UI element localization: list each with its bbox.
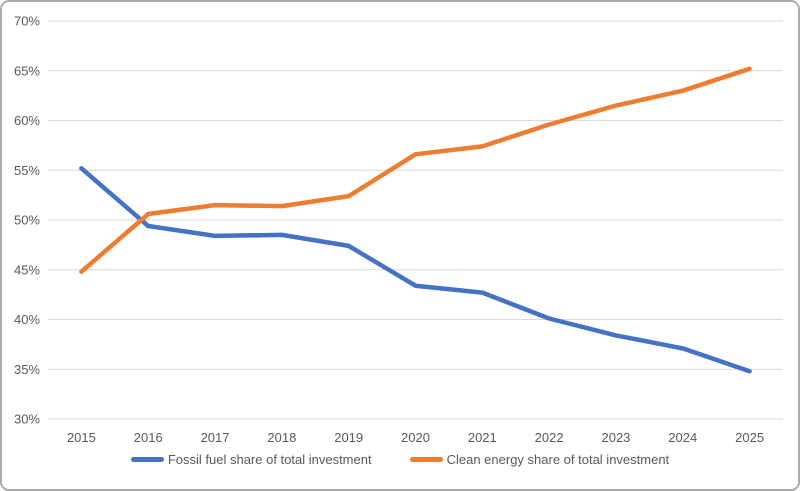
y-axis-label: 60% bbox=[14, 113, 40, 128]
y-axis-label: 55% bbox=[14, 163, 40, 178]
legend: Fossil fuel share of total investment Cl… bbox=[2, 452, 798, 467]
x-axis-label: 2020 bbox=[401, 430, 430, 445]
y-axis-label: 50% bbox=[14, 213, 40, 228]
x-axis-label: 2018 bbox=[267, 430, 296, 445]
line-chart-plot-area: 30% 35% 40% 45% 50% 55% 60% 65% 70% 2015 2016 2017 2… bbox=[14, 14, 783, 445]
series-line-fossil-fuel[interactable] bbox=[79, 166, 752, 374]
x-axis-label: 2024 bbox=[668, 430, 697, 445]
x-axis-label: 2017 bbox=[201, 430, 230, 445]
y-axis-label: 30% bbox=[14, 412, 40, 427]
legend-marker-fossil-fuel-icon bbox=[130, 457, 164, 462]
legend-label-clean-energy: Clean energy share of total investment bbox=[446, 452, 670, 467]
series-line-clean-energy[interactable] bbox=[79, 66, 752, 274]
legend-item-fossil-fuel[interactable]: Fossil fuel share of total investment bbox=[130, 452, 372, 467]
x-axis-label: 2015 bbox=[67, 430, 96, 445]
y-axis-label: 70% bbox=[14, 14, 40, 29]
legend-marker-clean-energy-icon bbox=[409, 457, 443, 462]
x-axis-label: 2025 bbox=[735, 430, 764, 445]
x-axis-label: 2021 bbox=[468, 430, 497, 445]
x-axis-label: 2016 bbox=[134, 430, 163, 445]
y-axis-label: 65% bbox=[14, 63, 40, 78]
x-axis-label: 2023 bbox=[601, 430, 630, 445]
x-axis-label: 2022 bbox=[535, 430, 564, 445]
x-axis-label: 2019 bbox=[334, 430, 363, 445]
y-axis-label: 45% bbox=[14, 262, 40, 277]
y-axis-label: 35% bbox=[14, 362, 40, 377]
legend-label-fossil-fuel: Fossil fuel share of total investment bbox=[167, 452, 372, 467]
legend-item-clean-energy[interactable]: Clean energy share of total investment bbox=[409, 452, 670, 467]
y-axis-label: 40% bbox=[14, 312, 40, 327]
